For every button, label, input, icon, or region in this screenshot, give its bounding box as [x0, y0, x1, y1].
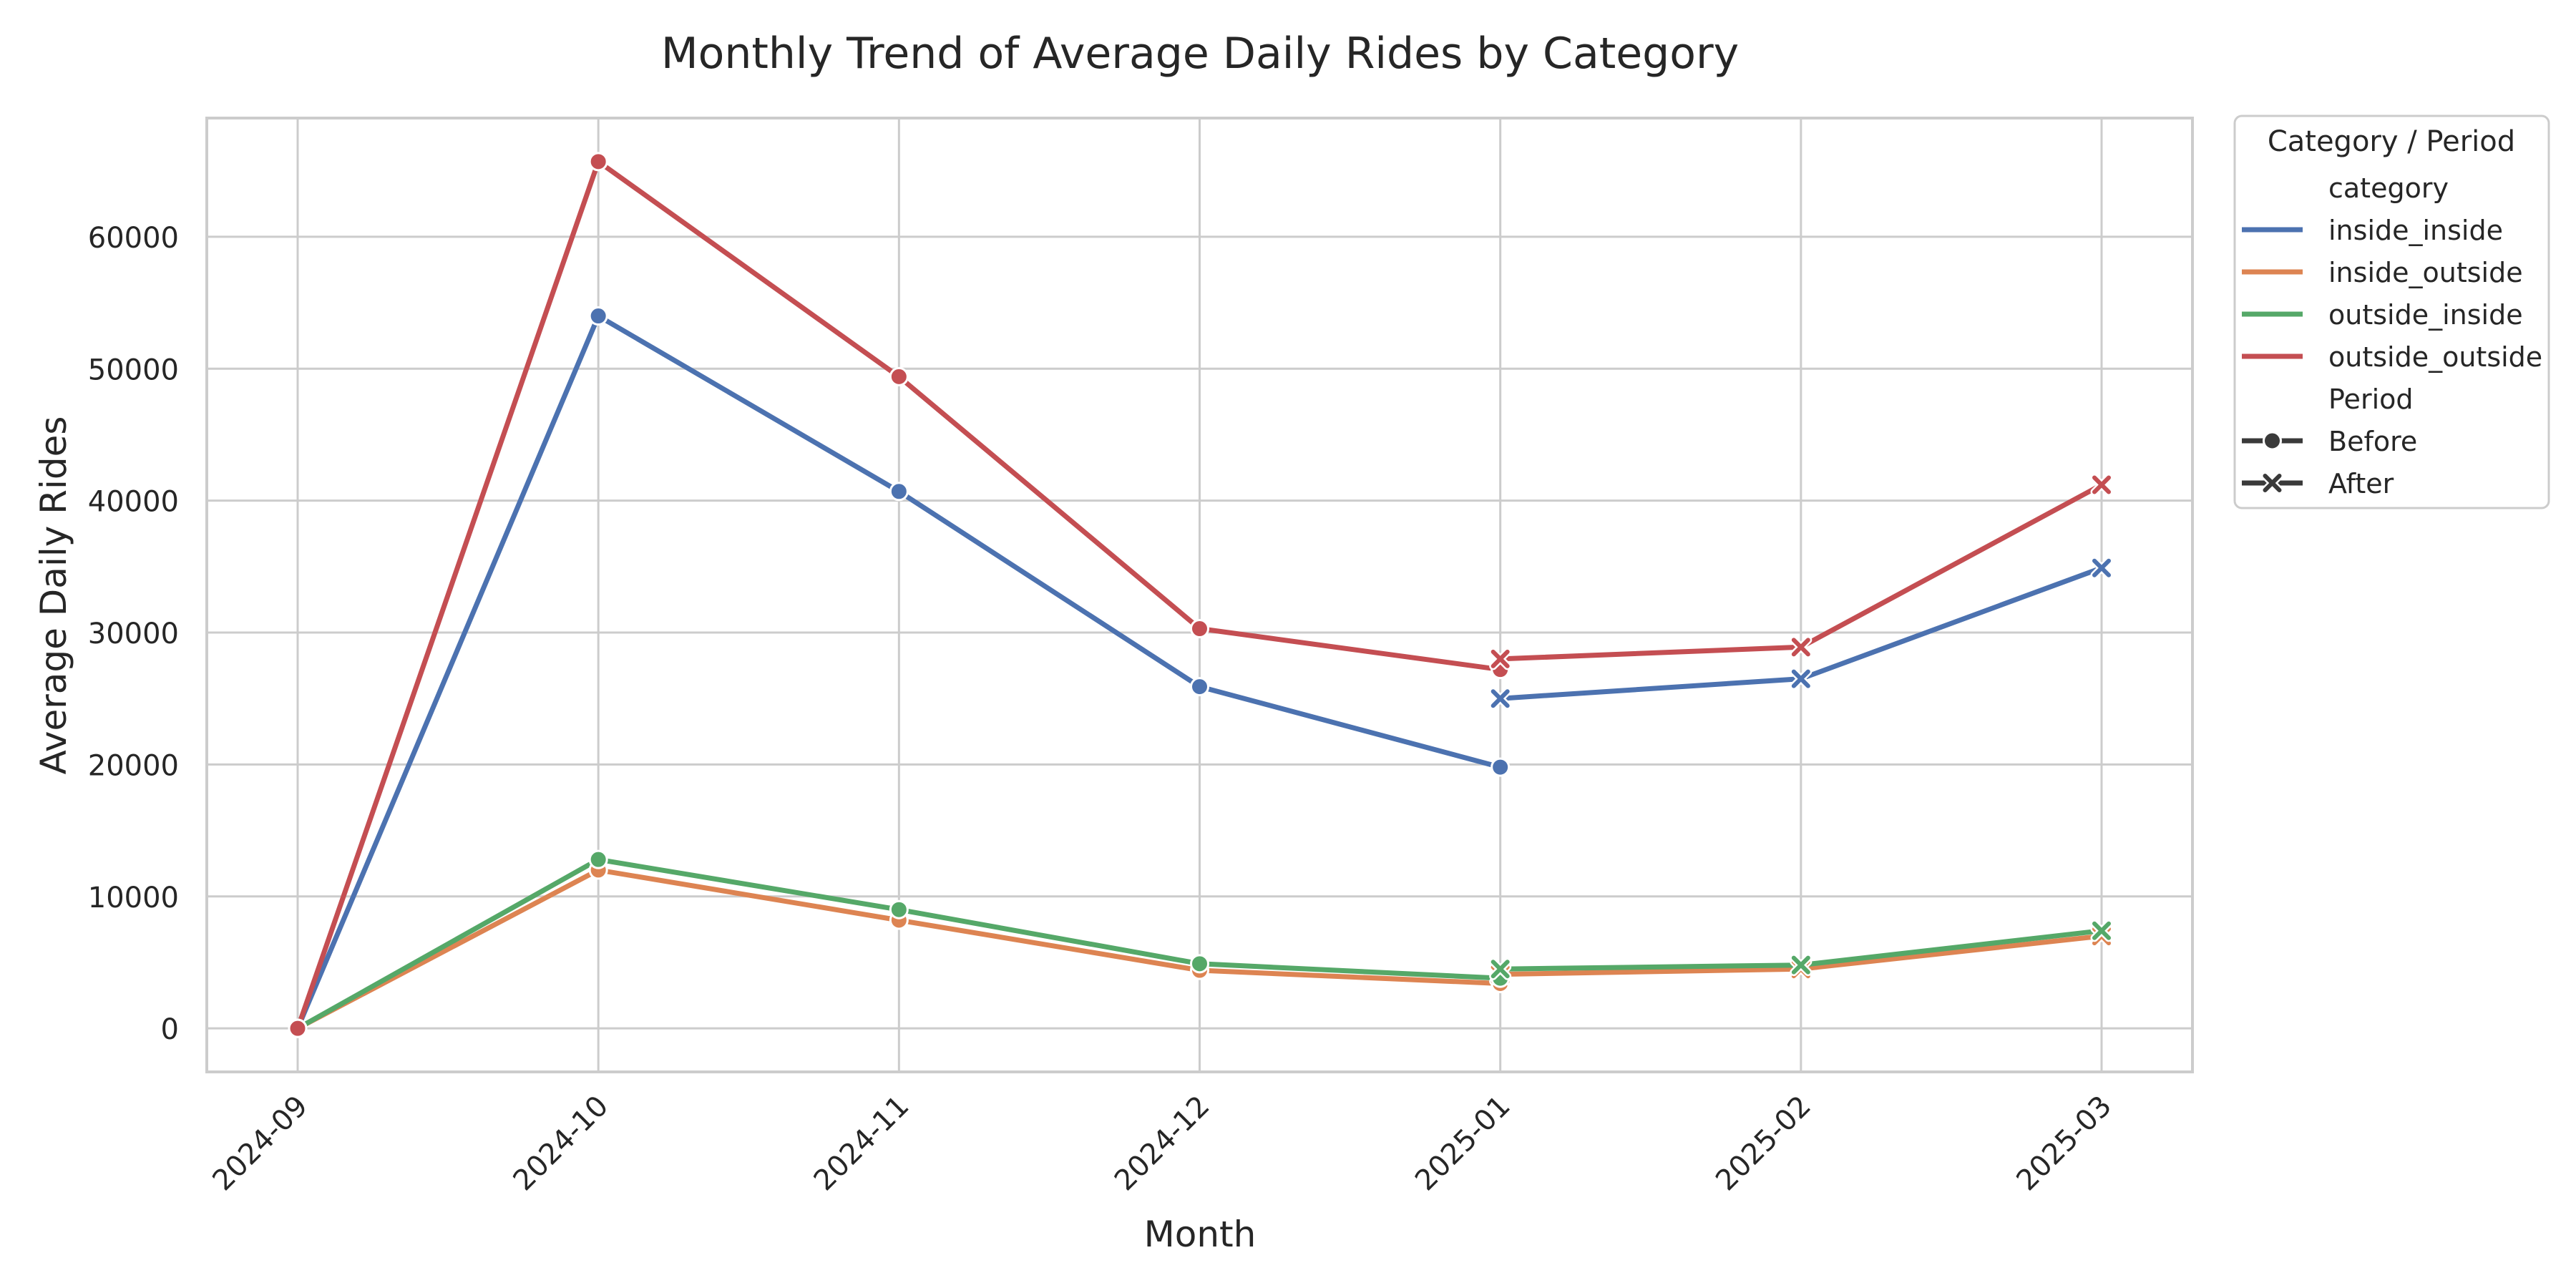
grid — [207, 118, 2192, 1072]
data-point-outside_inside — [1491, 960, 1510, 979]
legend-label-outside_outside: outside_outside — [2328, 341, 2542, 373]
x-axis-ticks: 2024-09 2024-10 2024-11 2024-12 2025-01 2025-… — [206, 1090, 2118, 1198]
legend-label-outside_inside: outside_inside — [2328, 299, 2523, 331]
legend-label-before: Before — [2328, 426, 2417, 457]
data-point-outside_outside — [1791, 638, 1810, 657]
plot-frame — [205, 117, 2194, 1073]
legend-header-period: Period — [2328, 384, 2414, 415]
legend-label-inside_outside: inside_outside — [2328, 257, 2523, 288]
legend-marker-after — [2263, 474, 2282, 492]
data-point-inside_inside — [588, 306, 608, 326]
y-tick-label: 30000 — [88, 618, 179, 650]
series-markers — [288, 152, 2113, 1038]
y-tick-label: 10000 — [88, 882, 179, 914]
data-point-outside_inside — [2092, 921, 2111, 940]
y-tick-label: 0 — [161, 1013, 179, 1046]
x-axis-label: Month — [1144, 1214, 1257, 1255]
data-point-outside_inside — [1791, 955, 1810, 975]
y-tick-label: 20000 — [88, 749, 179, 782]
chart-title: Monthly Trend of Average Daily Rides by … — [661, 29, 1739, 79]
data-point-outside_outside — [889, 366, 909, 386]
data-point-inside_inside — [1491, 757, 1511, 777]
data-point-inside_inside — [2092, 558, 2111, 577]
data-point-outside_outside — [1190, 619, 1209, 639]
x-tick-label: 2025-02 — [1709, 1090, 1818, 1198]
legend-frame — [2233, 114, 2550, 509]
data-point-outside_outside — [588, 152, 608, 172]
y-tick-label: 60000 — [88, 222, 179, 255]
x-tick-label: 2024-10 — [507, 1090, 615, 1198]
data-point-outside_outside — [288, 1018, 308, 1038]
data-point-outside_outside — [1491, 649, 1510, 668]
legend-label-inside_inside: inside_inside — [2328, 215, 2503, 246]
legend-header-category: category — [2328, 172, 2449, 204]
y-tick-label: 40000 — [88, 486, 179, 519]
legend-label-after: After — [2328, 468, 2394, 499]
y-axis-label: Average Daily Rides — [33, 416, 74, 775]
legend-title: Category / Period — [2268, 125, 2515, 158]
data-point-outside_inside — [1190, 954, 1209, 974]
data-point-outside_outside — [2092, 475, 2111, 494]
legend: Category / Period category inside_insidei… — [2233, 114, 2550, 509]
x-tick-label: 2024-12 — [1108, 1090, 1216, 1198]
x-tick-label: 2025-03 — [2010, 1090, 2118, 1198]
data-point-inside_inside — [1791, 669, 1810, 688]
legend-entries: category inside_inside inside_outsideoutsi… — [2242, 172, 2542, 499]
legend-marker-before — [2263, 431, 2282, 451]
y-tick-label: 50000 — [88, 353, 179, 386]
data-point-outside_inside — [889, 899, 909, 919]
y-axis-ticks: 0 10000 20000 30000 40000 50000 60000 — [88, 222, 179, 1046]
x-tick-label: 2024-09 — [206, 1090, 314, 1198]
data-point-outside_inside — [588, 849, 608, 869]
data-point-inside_inside — [1491, 689, 1510, 708]
x-tick-label: 2024-11 — [808, 1090, 916, 1198]
x-tick-label: 2025-01 — [1409, 1090, 1517, 1198]
data-point-inside_inside — [1190, 677, 1209, 697]
data-point-inside_inside — [889, 482, 909, 502]
